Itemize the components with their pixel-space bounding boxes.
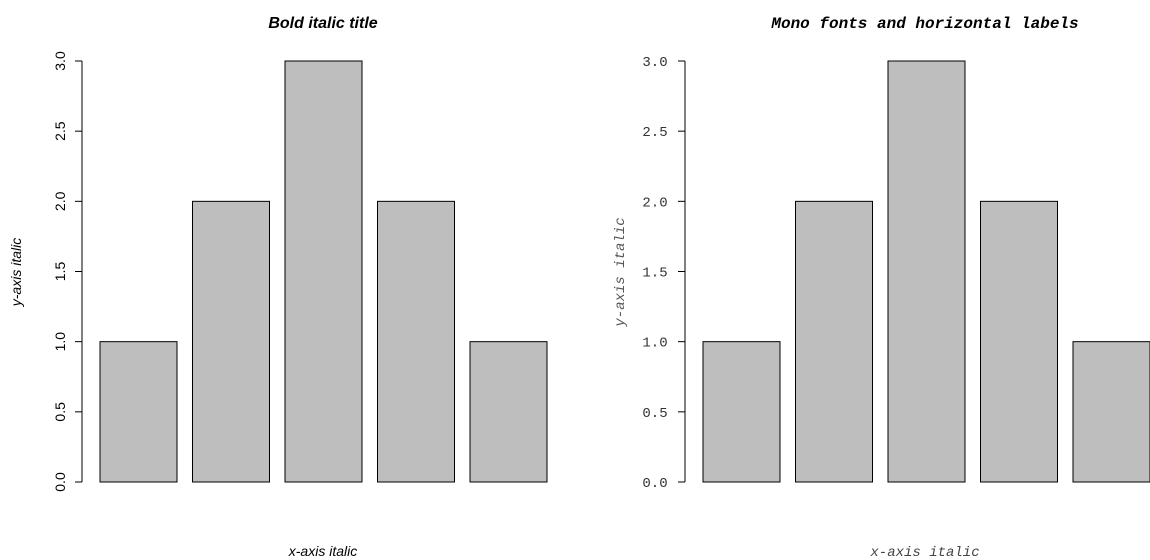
- left-bar-5: [469, 341, 548, 483]
- right-bar-3: [887, 60, 966, 483]
- right-y-tick-label: 3.0: [642, 55, 667, 71]
- right-y-tick-label: 1.5: [642, 266, 667, 282]
- left-y-tick-label: 1.5: [52, 262, 68, 282]
- left-bar-2: [192, 200, 270, 483]
- left-bar-4: [377, 200, 455, 483]
- left-bars: [99, 60, 548, 483]
- right-chart-title: Mono fonts and horizontal labels: [770, 15, 1078, 33]
- right-x-axis-label: x-axis italic: [869, 545, 979, 560]
- left-y-axis-label: y-axis italic: [8, 238, 24, 307]
- left-y-tick-label: 1.0: [52, 332, 68, 352]
- left-bar-1: [99, 341, 178, 483]
- right-bars: [702, 60, 1150, 483]
- right-y-tick-label: 2.5: [642, 125, 667, 141]
- right-y-tick-label: 0.0: [642, 476, 667, 492]
- right-bar-chart: Mono fonts and horizontal labels x-axis …: [613, 15, 1150, 560]
- left-y-axis: 0.0 0.5 1.0 1.5 2.0 2.5 3.0: [52, 51, 83, 492]
- left-y-tick-label: 0.5: [52, 402, 68, 422]
- right-bar-5: [1072, 341, 1150, 483]
- right-bar-2: [795, 200, 873, 483]
- right-y-axis-label: y-axis italic: [613, 217, 629, 327]
- right-bar-1: [702, 341, 781, 483]
- left-bar-3: [284, 60, 363, 483]
- left-y-tick-label: 3.0: [52, 51, 68, 71]
- right-y-tick-label: 2.0: [642, 195, 667, 211]
- left-x-axis-label: x-axis italic: [288, 543, 357, 559]
- left-chart-title: Bold italic title: [268, 15, 377, 32]
- left-y-tick-label: 0.0: [52, 472, 68, 492]
- right-bar-4: [980, 200, 1058, 483]
- right-y-axis: 0.0 0.5 1.0 1.5 2.0 2.5 3.0: [642, 55, 686, 492]
- left-y-tick-label: 2.5: [52, 121, 68, 141]
- left-bar-chart: Bold italic title x-axis italic y-axis i…: [8, 15, 548, 559]
- right-y-tick-label: 0.5: [642, 406, 667, 422]
- right-y-tick-label: 1.0: [642, 336, 667, 352]
- left-y-tick-label: 2.0: [52, 191, 68, 211]
